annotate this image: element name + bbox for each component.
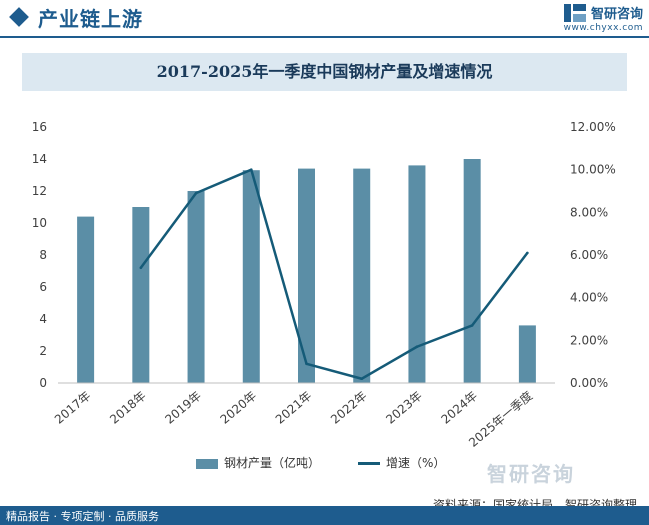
left-tick-label: 14 [32,152,47,166]
bar-4 [242,170,260,383]
legend-label-line: 增速（%） [386,456,446,470]
left-tick-label: 16 [32,120,47,134]
right-tick-label: 4.00% [570,291,608,305]
watermark-logo: 智研咨询 [487,462,575,486]
bar-9 [518,325,536,383]
bar-3 [187,191,205,383]
line-series [139,168,529,381]
right-tick-label: 6.00% [570,248,608,262]
bar-7 [408,165,426,383]
bar-6 [353,168,371,383]
x-tick-label: 2018年 [107,389,149,427]
footer-bar: 精品报告 · 专项定制 · 品质服务 [0,506,649,525]
growth-point-5 [305,362,308,366]
right-tick-label: 2.00% [570,333,608,347]
brand-logo-icon [563,3,586,22]
header-rule [0,36,649,38]
brand-name: 智研咨询 [590,7,643,22]
left-tick-label: 8 [39,248,47,262]
right-tick-label: 10.00% [570,163,616,177]
right-tick-label: 12.00% [570,120,616,134]
left-tick-label: 10 [32,216,47,230]
bar-series [77,159,536,383]
bar-2 [132,207,150,383]
x-tick-label: 2021年 [273,389,315,427]
x-tick-label: 2022年 [328,389,370,427]
legend-item-bar: 钢材产量（亿吨） [196,455,320,471]
left-tick-label: 6 [39,280,47,294]
growth-point-8 [470,324,474,327]
x-tick-label: 2023年 [383,389,425,427]
growth-point-6 [360,377,364,381]
legend-item-line: 增速（%） [358,455,445,471]
left-tick-label: 4 [39,312,47,326]
x-tick-label: 2024年 [439,389,481,427]
x-tick-label: 2017年 [52,389,94,427]
legend-label-bar: 钢材产量（亿吨） [224,456,321,470]
growth-point-7 [415,345,419,349]
bar-1 [77,216,95,383]
growth-point-9 [526,251,529,255]
brand-url: www.chyxx.com [563,23,643,33]
chart-title: 2017-2025年一季度中国钢材产量及增速情况 [156,62,493,81]
legend-swatch-bar [196,458,218,469]
page-header: 产业链上游 [0,0,649,40]
right-tick-label: 8.00% [570,205,608,219]
brand-block: 智研咨询 www.chyxx.com [564,2,643,33]
left-tick-label: 12 [32,184,47,198]
growth-point-3 [194,191,198,195]
chart-title-background [22,53,627,91]
left-tick-label: 2 [39,344,47,358]
bar-5 [298,168,315,383]
tick-labels: 0 2 4 6 8 10 12 14 16 0.00% 2.00% 4.00% 6.00% 8.00% 10… [32,120,616,450]
bar-8 [463,159,481,383]
footer-slogan: 精品报告 · 专项定制 · 品质服务 [6,510,159,523]
right-tick-label: 0.00% [570,376,608,390]
section-title: 产业链上游 [38,7,143,31]
growth-line [139,168,529,380]
growth-point-2 [139,266,143,270]
x-tick-label: 2020年 [218,389,260,427]
x-tick-label: 2019年 [162,389,204,427]
left-tick-label: 0 [39,376,47,390]
legend-swatch-line [358,462,380,465]
growth-point-4 [249,168,253,171]
